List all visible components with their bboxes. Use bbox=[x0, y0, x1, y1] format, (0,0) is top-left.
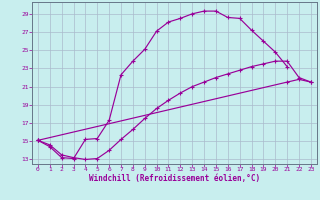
X-axis label: Windchill (Refroidissement éolien,°C): Windchill (Refroidissement éolien,°C) bbox=[89, 174, 260, 183]
